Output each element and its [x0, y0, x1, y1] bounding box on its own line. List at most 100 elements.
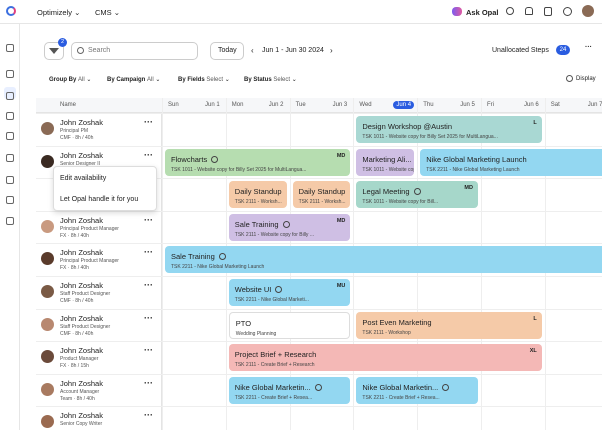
menu-item[interactable]: Edit availability [60, 175, 107, 182]
clipboard-icon[interactable] [544, 7, 552, 16]
event-card[interactable]: PTO Wedding Planning [228, 311, 351, 339]
filter-count: 2 [58, 38, 67, 47]
prev-button[interactable]: ‹ [251, 46, 254, 55]
event-title: Sale Training [235, 220, 290, 229]
row-menu[interactable]: ··· [144, 345, 153, 356]
next-button[interactable]: › [330, 46, 333, 55]
event-card[interactable]: Design Workshop @Austin TSK 1011 - Websit… [356, 116, 542, 143]
event-card[interactable]: Marketing Ali... TSK 1011 - Website cop..… [356, 148, 415, 176]
filter-dropdown[interactable]: Group By All ⌄ [49, 77, 92, 83]
event-task: TSK 1011 - Website copy for Billy Set 20… [171, 166, 307, 173]
user-avatar[interactable] [582, 5, 594, 17]
day-date: Jun 1 [205, 102, 220, 108]
ask-opal[interactable]: Ask Opal [466, 8, 499, 17]
sidebar-icon[interactable] [6, 44, 14, 52]
person-role: Product Manager [60, 356, 99, 363]
sidebar-icon[interactable] [6, 70, 14, 78]
row-divider [36, 341, 602, 343]
row-menu[interactable]: ··· [144, 214, 153, 225]
event-task: TSK 2111 - Worksh... [298, 199, 346, 206]
event-title: Sale Training [171, 252, 226, 261]
filter-dropdown[interactable]: By Status Select ⌄ [244, 77, 297, 83]
row-menu[interactable]: ··· [144, 149, 153, 160]
size-badge: L [533, 315, 537, 322]
row-menu[interactable]: ··· [144, 280, 153, 290]
sidebar-icon[interactable] [6, 176, 14, 184]
event-card[interactable]: Legal Meeting TSK 1011 - Website copy for… [356, 181, 478, 209]
event-task: TSK 2211 - Nike Global Marketing Launch [426, 166, 520, 173]
logo[interactable] [6, 6, 16, 16]
person-role: Staff Product Designer [60, 323, 111, 330]
section-menu[interactable]: CMS ⌄ [95, 8, 121, 17]
person-hours: FX · 8h / 15h [60, 363, 89, 370]
day-divider [162, 98, 163, 430]
event-card[interactable]: Daily Standup TSK 2111 - Worksh... [228, 181, 287, 209]
search-box[interactable] [71, 42, 198, 60]
display-button[interactable]: Display [576, 76, 596, 82]
size-badge: L [533, 120, 537, 126]
row-menu[interactable]: ··· [144, 117, 153, 127]
event-task: TSK 2211 - Create Brief + Resea... [234, 394, 313, 401]
day-name: Fri [487, 102, 494, 108]
date-range: Jun 1 - Jun 30 2024 [262, 47, 324, 54]
event-card[interactable]: Sale Training TSK 2111 - Website copy for… [228, 213, 351, 241]
day-name: Tue [295, 102, 306, 108]
menu-item[interactable]: Let Opal handle it for you [60, 196, 139, 203]
event-card[interactable]: Project Brief + Research TSK 2111 - Creat… [228, 344, 542, 372]
today-button[interactable] [210, 42, 244, 60]
filter-dropdown[interactable]: By Campaign All ⌄ [107, 77, 161, 83]
event-card[interactable]: Post Even Marketing TSK 2111 - Workshop L [356, 311, 542, 339]
row-menu[interactable]: ··· [144, 377, 153, 388]
day-date: Jun 3 [332, 102, 348, 108]
event-title: PTO [235, 318, 252, 328]
row-menu[interactable]: ··· [144, 410, 153, 421]
event-card[interactable]: Nike Global Marketin... TSK 2211 - Create… [356, 376, 478, 404]
sidebar-icon[interactable] [6, 132, 14, 140]
search-icon[interactable] [506, 7, 514, 15]
row-divider [36, 145, 602, 147]
event-task: TSK 2211 - Nike Global Marketing Launch [171, 264, 265, 271]
product-menu[interactable]: Optimizely ⌄ [37, 8, 81, 17]
person-role: Senior Designer II [60, 160, 101, 167]
row-divider [36, 210, 602, 212]
person-hours: Team · 8h / 40h [60, 395, 95, 402]
event-card[interactable]: Website UI TSK 2211 - Nike Global Marketi… [228, 279, 351, 306]
person-name: John Zoshak [60, 150, 103, 160]
unallocated-label[interactable]: Unallocated Steps [492, 47, 549, 54]
event-title: Daily Standup [298, 187, 346, 197]
size-badge: MD [336, 217, 346, 224]
person-name: John Zoshak [60, 215, 103, 225]
sidebar-icon[interactable] [6, 92, 14, 100]
bell-icon[interactable] [525, 7, 533, 15]
sidebar-icon[interactable] [6, 112, 14, 120]
person-role: Senior Copy Writer [60, 421, 103, 428]
name-column [36, 113, 162, 430]
more-button[interactable]: ··· [585, 44, 592, 51]
filter-dropdown[interactable]: By Fields Select ⌄ [178, 77, 230, 83]
sidebar-icon[interactable] [6, 154, 14, 162]
event-task: TSK 2111 - Worksh... [234, 199, 282, 206]
event-card[interactable]: Sale Training TSK 2211 - Nike Global Mark… [165, 246, 602, 274]
help-icon[interactable] [563, 7, 572, 16]
event-title: Legal Meeting [362, 187, 421, 196]
event-card[interactable]: Nike Global Marketing Launch TSK 2211 - N… [420, 148, 602, 176]
filter-label: By Fields [178, 77, 205, 83]
event-card[interactable]: Daily Standup TSK 2111 - Worksh... [292, 181, 351, 209]
person-name: John Zoshak [60, 248, 103, 258]
opal-icon [452, 7, 462, 16]
event-card[interactable]: Flowcharts TSK 1011 - Website copy for Bi… [165, 148, 351, 176]
filter-label: Group By [49, 77, 77, 83]
display-icon [566, 75, 573, 82]
person-role: Staff Product Designer [60, 291, 111, 297]
avatar [41, 252, 54, 266]
sidebar-icon[interactable] [6, 196, 14, 204]
avatar [41, 382, 54, 396]
event-card[interactable]: Nike Global Marketin... TSK 2211 - Create… [228, 376, 351, 404]
person-name: John Zoshak [60, 118, 103, 127]
row-menu[interactable]: ··· [144, 247, 153, 258]
person-name: John Zoshak [60, 313, 103, 323]
row-menu[interactable]: ··· [144, 312, 153, 323]
sidebar-icon[interactable] [6, 217, 14, 225]
avatar [41, 219, 54, 233]
event-task: TSK 1011 - Website cop... [362, 166, 414, 173]
